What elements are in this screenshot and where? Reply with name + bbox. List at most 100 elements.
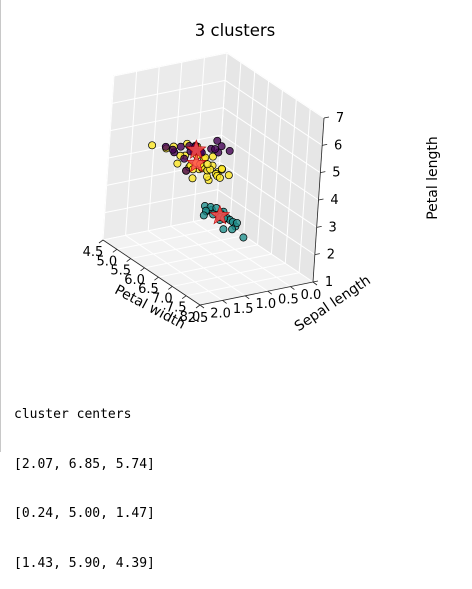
cell-left-border <box>0 0 1 452</box>
grid-line <box>113 52 228 77</box>
x-tick <box>199 304 205 309</box>
z-tick-label: 5 <box>332 166 340 181</box>
x-tick <box>312 281 318 286</box>
data-point <box>180 154 189 163</box>
x-tick-label: 1.0 <box>255 297 276 312</box>
z-tick-label: 1 <box>325 275 333 290</box>
z-tick <box>323 116 330 119</box>
x-tick-label: 2.0 <box>210 306 231 321</box>
grid-line <box>172 262 286 287</box>
cluster-centers <box>185 139 231 225</box>
chart-title: 3 clusters <box>195 21 275 40</box>
y-tick-label: 4.5 <box>83 245 104 260</box>
x-tick-label: 0.0 <box>301 288 322 303</box>
cluster-3d-scatter-plot: 3 clusters 2.5 2.0 1.5 1.0 0.5 0.04.55.05.56.… <box>83 21 441 335</box>
z-tick-label: 2 <box>327 248 335 263</box>
output-header: cluster centers <box>14 407 132 422</box>
data-point <box>225 146 234 155</box>
data-point <box>176 142 185 151</box>
grid-line <box>217 189 316 256</box>
data-point <box>203 160 212 169</box>
grid-line <box>130 235 244 260</box>
x-tick-label: 2.5 <box>188 311 209 326</box>
y-tick <box>140 267 145 272</box>
y-axis-line <box>102 239 201 306</box>
x-tick <box>290 286 295 290</box>
grid-line <box>219 161 317 228</box>
y-tick-label: 6.0 <box>124 273 145 288</box>
axes-ticks: 2.5 2.0 1.5 1.0 0.5 0.0 4.55.05.56.06.57.07.58… <box>83 111 344 326</box>
y-tick-label: 8.0 <box>180 310 201 325</box>
data-point <box>148 141 157 150</box>
z-tick <box>322 143 328 146</box>
output-line: [2.07, 6.85, 5.74] <box>14 456 155 472</box>
y-tick-label: 5.5 <box>110 264 131 279</box>
data-point <box>161 142 170 151</box>
y-tick-label: 5.0 <box>97 254 118 269</box>
data-point <box>188 174 197 183</box>
data-point <box>215 173 224 182</box>
grid-line <box>226 52 325 119</box>
y-tick <box>112 248 118 253</box>
z-tick-label: 4 <box>330 193 338 208</box>
grid-line <box>170 225 269 292</box>
data-point <box>224 171 233 180</box>
data-point <box>173 159 182 168</box>
cluster-center-marker <box>209 204 231 225</box>
grid-line <box>147 230 246 297</box>
grid-line <box>158 253 272 278</box>
grid-line <box>125 234 223 301</box>
x-tick <box>244 295 250 300</box>
y-tick-label: 6.5 <box>138 282 159 297</box>
data-point <box>219 225 228 234</box>
grid-line <box>102 216 217 241</box>
output-line: [0.24, 5.00, 1.47] <box>14 506 155 521</box>
grid-line <box>193 221 291 288</box>
z-tick <box>318 198 324 201</box>
x-axis-line <box>199 281 314 306</box>
x-tick <box>267 290 273 295</box>
axes-grid <box>102 52 325 306</box>
grid-line <box>104 189 218 214</box>
data-point <box>208 152 217 161</box>
data-point <box>233 218 241 227</box>
x-tick-label: 1.5 <box>233 302 254 317</box>
grid-line <box>116 225 230 250</box>
data-point <box>217 164 226 173</box>
x-tick <box>222 300 227 304</box>
z-tick <box>320 171 326 174</box>
z-tick-label: 6 <box>334 138 342 153</box>
data-point <box>239 233 248 242</box>
y-tick <box>98 239 104 244</box>
grid-line <box>221 134 319 201</box>
data-point <box>199 211 208 220</box>
grid-line <box>112 79 226 104</box>
data-point <box>213 136 222 145</box>
z-tick-label: 7 <box>336 111 344 126</box>
y-tick <box>154 276 159 281</box>
data-point <box>168 145 177 154</box>
grid-line <box>110 107 224 132</box>
x-tick-label: 0.5 <box>278 293 299 308</box>
output-line: [1.43, 5.90, 4.39] <box>14 555 155 571</box>
data-point <box>211 145 220 154</box>
grid-line <box>186 272 300 297</box>
y-tick <box>181 295 187 300</box>
cell-output: cluster centers [2.07, 6.85, 5.74] [0.24… <box>14 374 155 589</box>
z-tick <box>312 280 319 283</box>
y-tick <box>195 304 201 309</box>
y-tick-label: 7.0 <box>152 291 173 306</box>
grid-line <box>223 107 321 174</box>
z-tick-label: 3 <box>329 220 337 235</box>
grid-line <box>224 79 323 146</box>
data-point <box>182 166 191 175</box>
z-axis-label: Petal length <box>425 136 441 220</box>
y-tick <box>168 286 173 290</box>
data-point <box>217 142 226 151</box>
data-point <box>228 225 237 234</box>
y-tick-label: 7.5 <box>166 301 187 316</box>
cluster-center-marker <box>186 152 207 173</box>
z-tick <box>314 253 320 256</box>
z-tick <box>316 225 322 228</box>
y-tick <box>126 258 131 262</box>
